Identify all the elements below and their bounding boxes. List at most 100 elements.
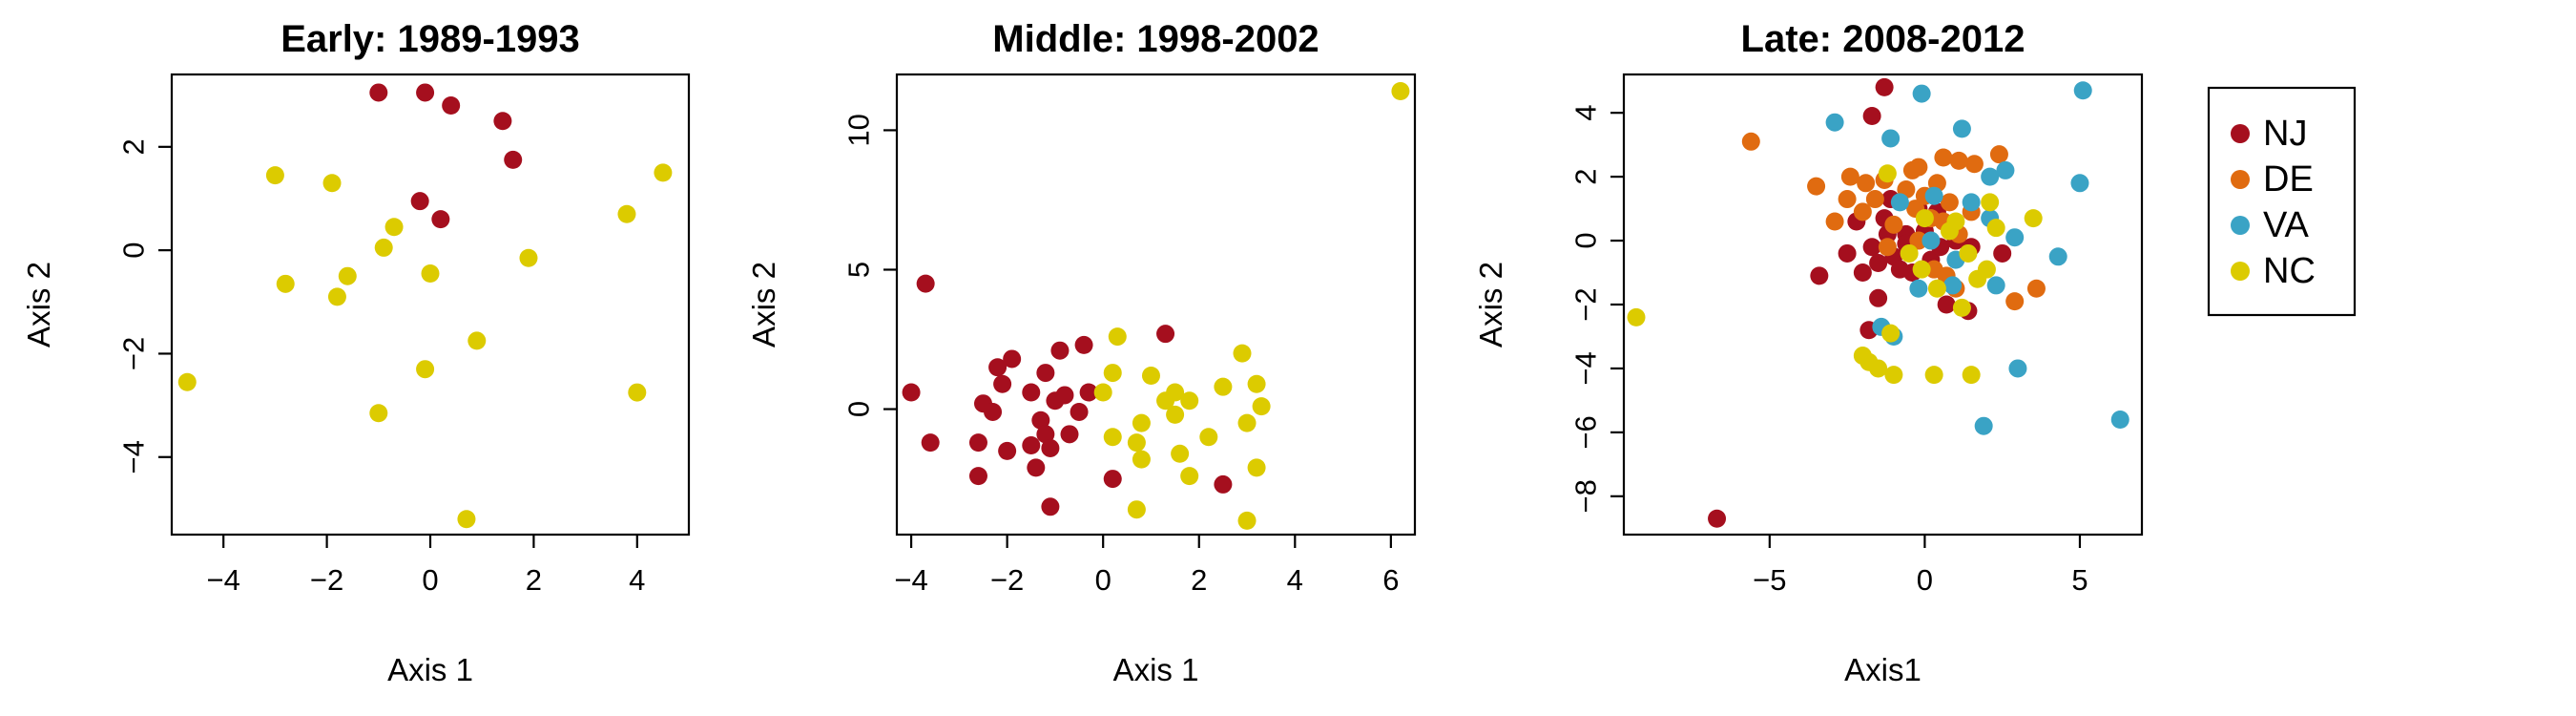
x-tick-label: 0 (422, 563, 438, 597)
point-de (2026, 279, 2046, 298)
point-de (1857, 174, 1876, 193)
point-de (1909, 231, 1928, 250)
legend-label: NC (2263, 251, 2316, 291)
y-tick-label: −8 (1569, 479, 1603, 513)
point-nc (1103, 364, 1122, 383)
point-nc (374, 238, 393, 257)
chart-panel-1: Early: 1989-1993 Axis 1 Axis 2 −4 −2 0 2 4 −4 −2 0… (21, 18, 691, 687)
point-nj (968, 467, 987, 486)
point-nc (1968, 269, 1987, 288)
x-tick-label: 0 (1095, 563, 1111, 597)
point-nc (1141, 366, 1160, 385)
point-va (1890, 193, 1909, 212)
point-nc (1912, 260, 1931, 279)
point-va (2005, 228, 2025, 247)
point-nj (1156, 325, 1175, 344)
legend-item-va: VA (2231, 205, 2310, 245)
y-tick-label: 2 (117, 138, 151, 155)
point-de (1741, 132, 1760, 151)
x-tick-label: 2 (1191, 563, 1207, 597)
point-nj (1937, 295, 1956, 314)
x-tick-label: 4 (1287, 563, 1303, 597)
point-nc (1108, 327, 1127, 347)
point-va (1962, 193, 1981, 212)
point-nc (1391, 82, 1410, 101)
point-nj (1708, 509, 1727, 528)
point-nc (1915, 209, 1934, 228)
legend-item-nc: NC (2231, 251, 2316, 291)
series-nc (177, 163, 673, 529)
point-nj (1050, 341, 1070, 360)
y-tick-label: −2 (117, 337, 151, 370)
legend-box (2207, 86, 2357, 317)
point-nc (1132, 413, 1151, 432)
point-de (1878, 238, 1897, 257)
x-tick-label: 4 (629, 563, 645, 597)
point-nc (467, 331, 487, 350)
point-nj (1890, 260, 1909, 279)
point-nc (1924, 366, 1943, 385)
y-tick-label: −4 (1569, 351, 1603, 385)
point-va (1881, 129, 1901, 148)
point-nj (1027, 458, 1046, 477)
point-va (1943, 276, 1963, 295)
point-nc (1252, 397, 1271, 416)
point-nc (416, 360, 435, 379)
legend-label: NJ (2263, 114, 2307, 154)
point-nc (1247, 374, 1266, 393)
point-va (1996, 160, 2015, 179)
x-axis-label: Axis 1 (387, 652, 473, 687)
point-de (1853, 202, 1872, 221)
point-nc (265, 166, 284, 185)
point-nc (177, 372, 197, 391)
point-nj (993, 374, 1012, 393)
y-tick-label: 5 (842, 262, 876, 278)
point-nc (1214, 377, 1233, 396)
x-tick-label: 5 (2071, 563, 2088, 597)
chart-title: Early: 1989-1993 (280, 18, 580, 60)
point-nc (628, 383, 647, 402)
chart-panel-2: Middle: 1998-2002 Axis 1 Axis 2 −4 −2 0 2 4 6 0 5 1… (746, 18, 1417, 687)
legend-marker (2231, 170, 2250, 189)
point-nc (1166, 383, 1185, 402)
point-nj (504, 150, 523, 169)
point-nc (1986, 219, 2005, 238)
point-nc (1103, 428, 1122, 447)
point-va (2048, 247, 2067, 266)
point-nc (1627, 307, 1646, 326)
x-tick-label: 6 (1382, 563, 1399, 597)
point-nj (1041, 497, 1060, 516)
point-va (1825, 113, 1844, 132)
series-nj (369, 83, 523, 229)
point-nc (1171, 444, 1190, 463)
point-nc (1247, 458, 1266, 477)
point-de (1825, 212, 1844, 231)
point-nj (1875, 77, 1894, 96)
legend: NJ DE VA NC (2207, 86, 2357, 317)
point-nj (1838, 243, 1857, 263)
point-de (1934, 148, 1953, 167)
point-de (1989, 145, 2008, 164)
point-de (1865, 190, 1884, 209)
point-de (1940, 193, 1959, 212)
point-nj (1862, 238, 1881, 257)
point-nj (369, 83, 388, 102)
point-nc (421, 264, 440, 284)
point-nc (1127, 500, 1146, 519)
point-nj (1993, 243, 2012, 263)
y-tick-label: −6 (1569, 415, 1603, 449)
point-nj (1060, 425, 1079, 444)
legend-label: VA (2263, 205, 2310, 245)
point-nc (1927, 279, 1946, 298)
y-tick-label: −4 (117, 440, 151, 474)
legend-items: NJ DE VA NC (2231, 114, 2316, 291)
point-nc (327, 287, 346, 306)
point-va (2008, 359, 2027, 378)
point-de (1884, 215, 1903, 234)
point-nc (654, 163, 673, 182)
point-va (2073, 81, 2092, 100)
point-nj (968, 433, 987, 453)
series-nj (902, 274, 1233, 516)
legend-item-nj: NJ (2231, 114, 2307, 154)
